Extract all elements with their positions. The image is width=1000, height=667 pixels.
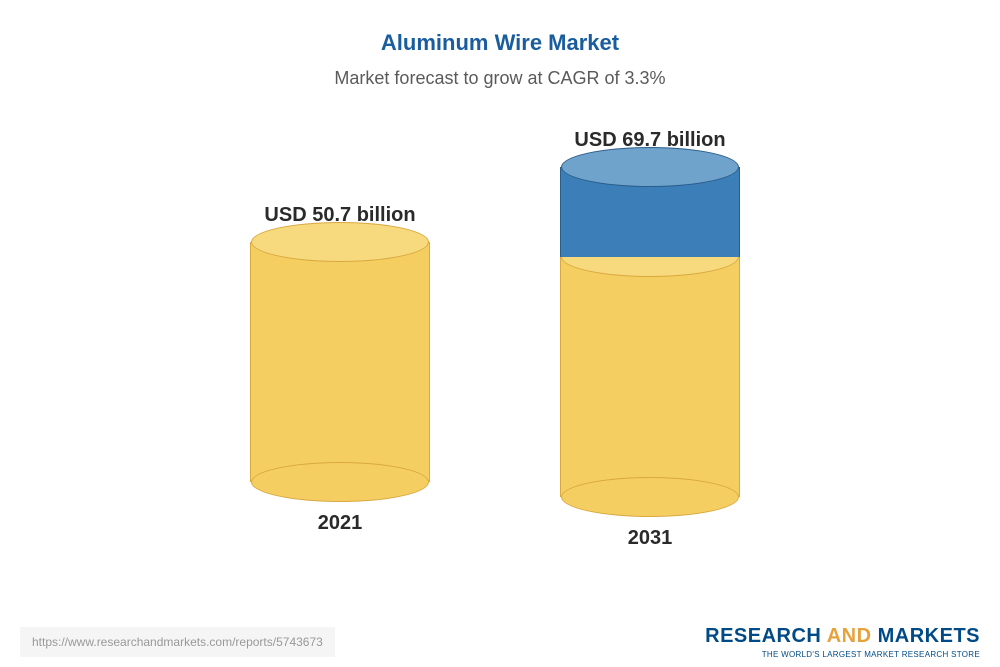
cylinder-segment [560,167,740,257]
footer: https://www.researchandmarkets.com/repor… [0,617,1000,667]
logo-text: RESEARCH AND MARKETS [705,625,980,648]
logo-word-markets: MARKETS [878,625,980,647]
source-url: https://www.researchandmarkets.com/repor… [20,627,335,657]
cylinder-bottom-ellipse [561,477,739,517]
year-label-2031: 2031 [560,527,740,550]
logo-word-research: RESEARCH [705,625,821,647]
chart-area: USD 50.7 billion2021 USD 69.7 billion2031 [0,109,1000,589]
chart-title-text: Aluminum Wire Market [381,30,619,55]
year-label-2021: 2021 [250,512,430,535]
cylinder-top-ellipse [251,222,429,262]
cylinder-top-ellipse [561,147,739,187]
cylinder-stack-2031 [560,167,740,497]
cylinder-segment [250,242,430,482]
logo-tagline: THE WORLD'S LARGEST MARKET RESEARCH STOR… [705,650,980,659]
logo: RESEARCH AND MARKETS THE WORLD'S LARGEST… [705,625,980,659]
cylinder-2021: USD 50.7 billion2021 [250,129,430,535]
cylinder-stack-2021 [250,242,430,482]
chart-title: Aluminum Wire Market [0,0,1000,56]
chart-subtitle-text: Market forecast to grow at CAGR of 3.3% [334,68,665,88]
cylinder-bottom-ellipse [251,462,429,502]
chart-subtitle: Market forecast to grow at CAGR of 3.3% [0,56,1000,89]
cylinder-segment [560,257,740,497]
cylinder-2031: USD 69.7 billion2031 [560,129,740,550]
logo-word-and: AND [827,625,872,647]
